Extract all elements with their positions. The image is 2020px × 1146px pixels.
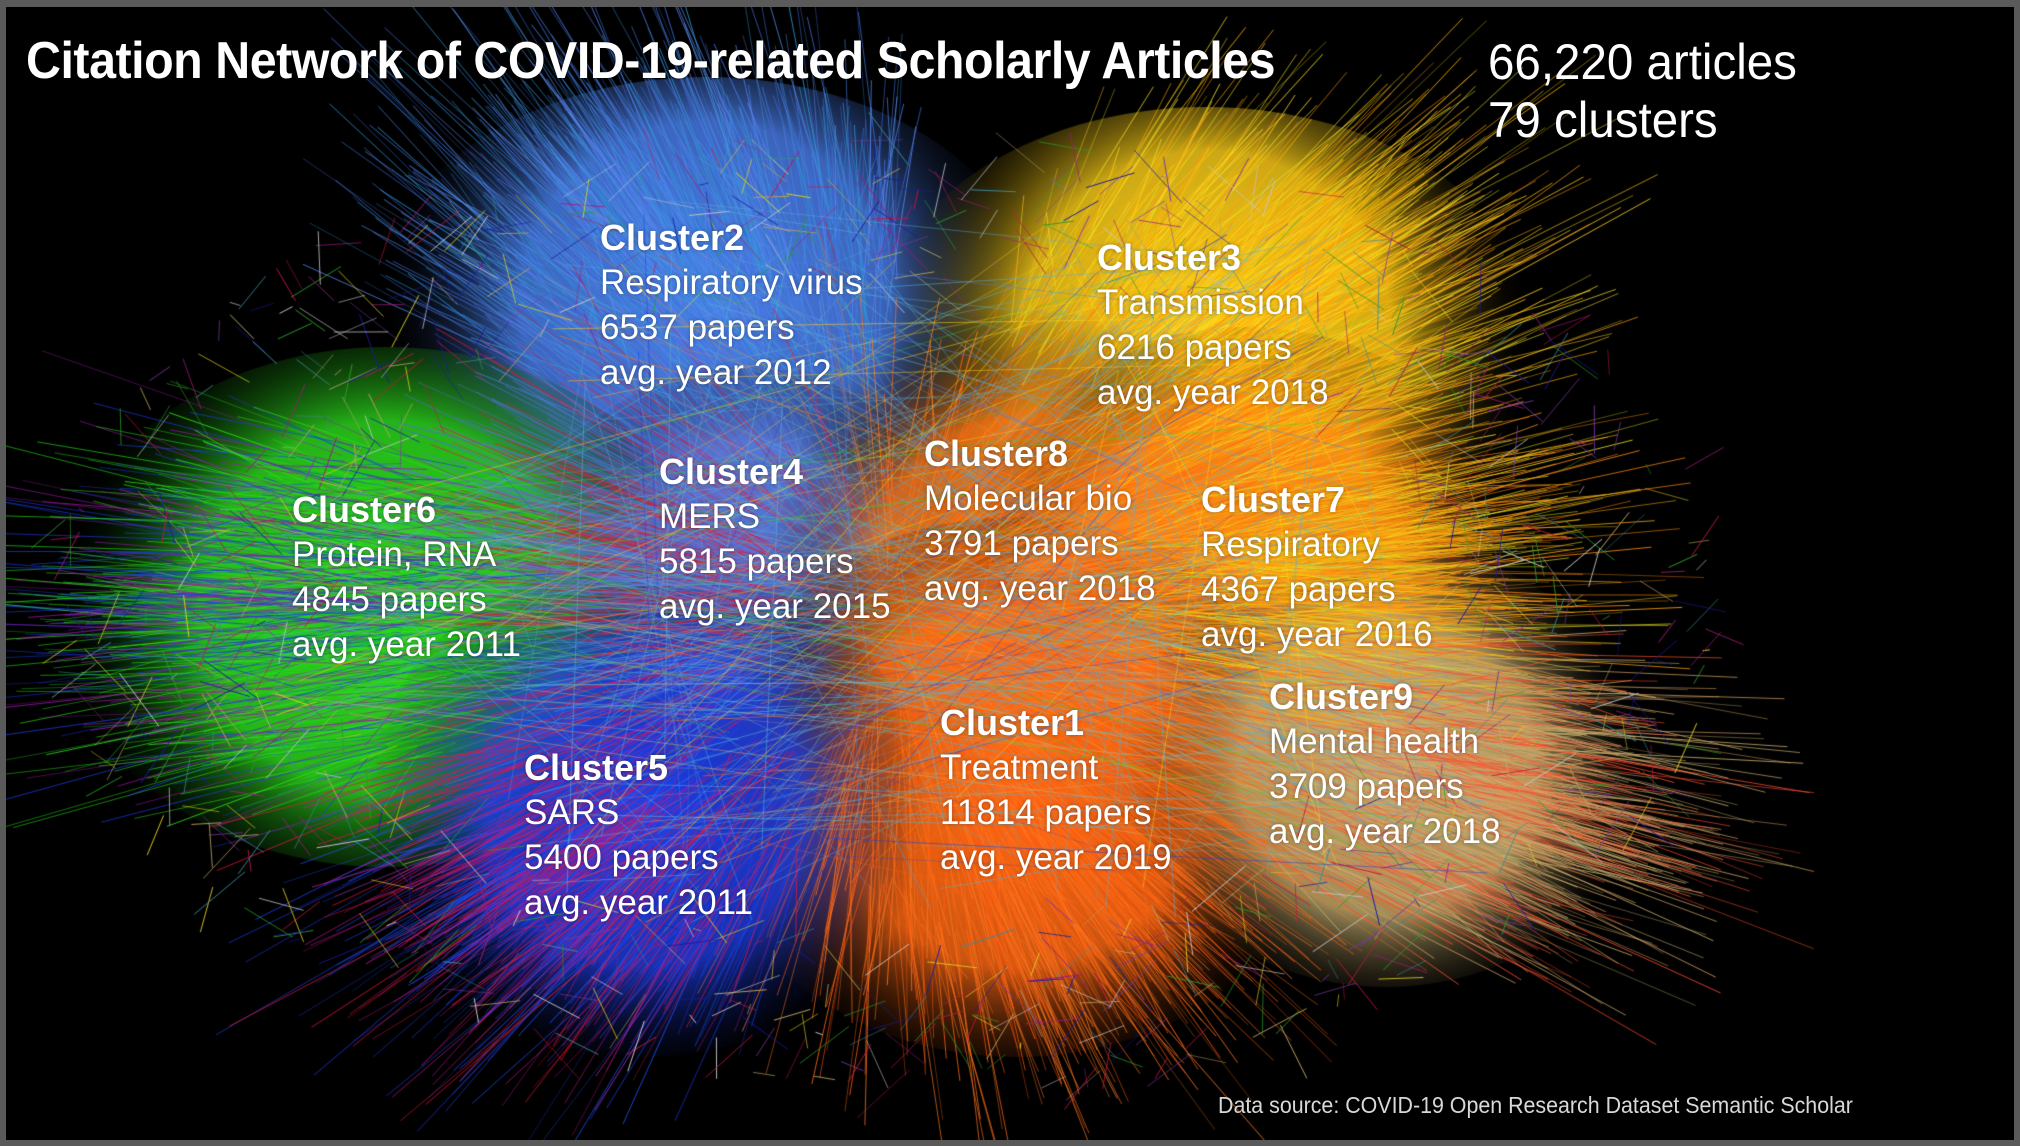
cluster-label-9: Cluster9 Mental health 3709 papers avg. …: [1269, 674, 1501, 854]
cluster-papers: 6216 papers: [1097, 328, 1292, 367]
cluster-topic: Mental health: [1269, 722, 1480, 761]
cluster-papers: 11814 papers: [940, 793, 1152, 832]
cluster-name: Cluster1: [940, 702, 1085, 743]
cluster-papers: 4367 papers: [1201, 570, 1396, 609]
cluster-label-1: Cluster1 Treatment 11814 papers avg. yea…: [940, 700, 1172, 880]
cluster-topic: Respiratory virus: [600, 263, 863, 302]
cluster-topic: Treatment: [940, 748, 1099, 787]
cluster-avg-year: avg. year 2018: [1097, 373, 1329, 412]
cluster-papers: 5815 papers: [659, 542, 854, 581]
cluster-name: Cluster8: [924, 433, 1069, 474]
cluster-avg-year: avg. year 2015: [659, 587, 891, 626]
cluster-avg-year: avg. year 2019: [940, 838, 1172, 877]
cluster-name: Cluster5: [524, 747, 669, 788]
cluster-papers: 6537 papers: [600, 308, 795, 347]
cluster-avg-year: avg. year 2011: [524, 883, 753, 922]
cluster-topic: Respiratory: [1201, 525, 1380, 564]
cluster-label-6: Cluster6 Protein, RNA 4845 papers avg. y…: [292, 487, 521, 667]
citation-network-graph: [6, 7, 2014, 1140]
cluster-name: Cluster2: [600, 217, 745, 258]
cluster-papers: 3709 papers: [1269, 767, 1464, 806]
cluster-name: Cluster4: [659, 451, 804, 492]
cluster-avg-year: avg. year 2012: [600, 353, 832, 392]
cluster-papers: 5400 papers: [524, 838, 719, 877]
cluster-name: Cluster9: [1269, 676, 1414, 717]
cluster-avg-year: avg. year 2016: [1201, 615, 1433, 654]
cluster-count: 79 clusters: [1488, 92, 1718, 148]
cluster-label-7: Cluster7 Respiratory 4367 papers avg. ye…: [1201, 477, 1433, 657]
cluster-name: Cluster7: [1201, 479, 1346, 520]
cluster-topic: Protein, RNA: [292, 535, 497, 574]
cluster-topic: MERS: [659, 497, 761, 536]
article-count: 66,220 articles: [1488, 34, 1797, 90]
cluster-label-3: Cluster3 Transmission 6216 papers avg. y…: [1097, 235, 1329, 415]
cluster-avg-year: avg. year 2011: [292, 625, 521, 664]
cluster-label-4: Cluster4 MERS 5815 papers avg. year 2015: [659, 449, 891, 629]
cluster-name: Cluster3: [1097, 237, 1242, 278]
cluster-papers: 4845 papers: [292, 580, 487, 619]
cluster-label-5: Cluster5 SARS 5400 papers avg. year 2011: [524, 745, 753, 925]
data-source-credit: Data source: COVID-19 Open Research Data…: [1218, 1092, 1853, 1118]
summary-stats: 66,220 articles 79 clusters: [1488, 33, 1797, 149]
cluster-papers: 3791 papers: [924, 524, 1119, 563]
cluster-label-2: Cluster2 Respiratory virus 6537 papers a…: [600, 215, 863, 395]
cluster-topic: Molecular bio: [924, 479, 1133, 518]
cluster-avg-year: avg. year 2018: [924, 569, 1156, 608]
cluster-name: Cluster6: [292, 489, 437, 530]
figure-title: Citation Network of COVID-19-related Sch…: [26, 32, 1276, 90]
cluster-topic: Transmission: [1097, 283, 1304, 322]
cluster-topic: SARS: [524, 793, 620, 832]
cluster-label-8: Cluster8 Molecular bio 3791 papers avg. …: [924, 431, 1156, 611]
cluster-avg-year: avg. year 2018: [1269, 812, 1501, 851]
